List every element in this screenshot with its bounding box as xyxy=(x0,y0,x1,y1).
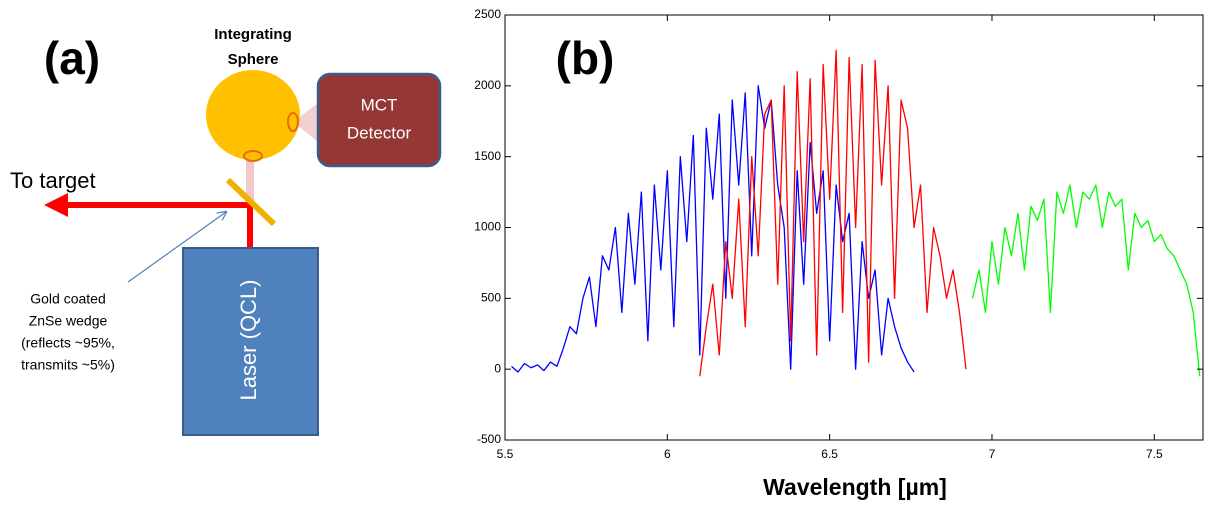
diagram: (a) Integrating Sphere MCT Detector To t… xyxy=(10,26,442,436)
wedge-label: transmits ~5%) xyxy=(21,357,115,373)
y-tick-label: 2500 xyxy=(474,7,501,21)
integrating-sphere xyxy=(206,70,300,160)
y-tick-label: 2000 xyxy=(474,78,501,92)
laser-beam xyxy=(44,193,253,250)
laser-label: Laser (QCL) xyxy=(236,279,261,400)
beam-label: To target xyxy=(10,168,96,193)
x-tick-label: 5.5 xyxy=(497,447,514,461)
y-tick-label: 1000 xyxy=(474,220,501,234)
x-tick-label: 7 xyxy=(989,447,996,461)
sphere-port xyxy=(287,112,299,132)
detector-label: Detector xyxy=(347,123,412,142)
laser xyxy=(182,247,319,436)
y-tick-label: 500 xyxy=(481,291,501,305)
wedge-label: (reflects ~95%, xyxy=(21,335,115,351)
wedge xyxy=(225,177,277,227)
detector-cone xyxy=(293,100,322,145)
x-tick-label: 6.5 xyxy=(821,447,838,461)
wedge-label: Gold coated xyxy=(30,291,106,307)
series-line xyxy=(511,85,915,373)
y-tick-label: 0 xyxy=(494,361,501,375)
chart: (b) Wavelength [µm] 5.5 6 6.5 7 7.5 -500 0 500 1… xyxy=(474,7,1204,500)
panel-label: (a) xyxy=(44,32,100,84)
sphere-label: Integrating xyxy=(214,26,292,43)
y-tick-label: 1500 xyxy=(474,149,501,163)
callout-arrow xyxy=(127,212,226,283)
wedge-label: ZnSe wedge xyxy=(29,313,108,329)
mct-detector xyxy=(316,72,442,168)
series-line xyxy=(971,184,1201,377)
series-line xyxy=(699,49,967,377)
sphere-label: Sphere xyxy=(228,51,279,68)
x-axis-label: Wavelength [µm] xyxy=(763,474,947,500)
panel-label: (b) xyxy=(556,32,615,84)
sphere-port xyxy=(243,150,263,162)
y-tick-label: -500 xyxy=(477,432,501,446)
x-tick-label: 7.5 xyxy=(1146,447,1163,461)
detector-label: MCT xyxy=(361,95,398,114)
x-tick-label: 6 xyxy=(664,447,671,461)
